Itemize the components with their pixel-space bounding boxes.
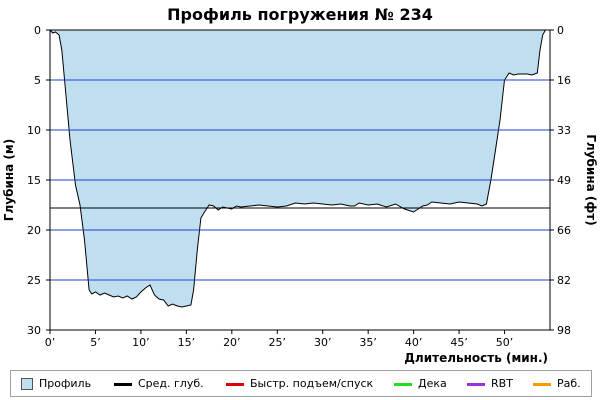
grid-lines — [50, 79, 550, 281]
y-right-tick-label: 0 — [557, 24, 564, 37]
y-left-tick-label: 0 — [34, 24, 41, 37]
x-tick-label: 5’ — [90, 336, 101, 349]
x-tick-labels: 0’ 5’ 10’ 15’ 20’ 25’ 30’ 35’ 40’ 45’ 50’ — [45, 330, 514, 349]
x-tick-label: 0’ — [45, 336, 56, 349]
legend-item-rbt: RBT — [467, 377, 513, 391]
legend-swatch — [226, 382, 244, 386]
x-tick-label: 10’ — [132, 336, 150, 349]
x-tick-label: 45’ — [450, 336, 468, 349]
legend-label: Дека — [418, 377, 447, 390]
legend-item-profile: Профиль — [21, 377, 91, 391]
y-left-tick-label: 20 — [27, 224, 41, 237]
legend: Профиль Сред. глуб. Быстр. подъем/спуск … — [10, 370, 592, 397]
y-right-tick-label: 16 — [557, 74, 571, 87]
y-left-tick-label: 15 — [27, 174, 41, 187]
x-axis-title: Длительность (мин.) — [404, 351, 548, 365]
profile-area-layer — [49, 29, 546, 308]
legend-label: RBT — [491, 377, 513, 390]
legend-swatch — [394, 382, 412, 386]
profile-area — [50, 30, 546, 307]
legend-label: Быстр. подъем/спуск — [250, 377, 374, 390]
legend-label: Сред. глуб. — [138, 377, 204, 390]
y-right-tick-label: 49 — [557, 174, 571, 187]
y-left-tick-label: 10 — [27, 124, 41, 137]
y-left-tick-labels: 0 5 10 15 20 25 30 — [27, 24, 50, 337]
legend-label: Раб. — [557, 377, 581, 390]
legend-swatch — [114, 382, 132, 386]
chart-title: Профиль погружения № 234 — [167, 5, 433, 24]
legend-item-work: Раб. — [533, 377, 581, 391]
y-right-tick-label: 66 — [557, 224, 571, 237]
y-axis-right-title: Глубина (фт) — [584, 134, 598, 225]
y-axis-left-title: Глубина (м) — [2, 139, 16, 221]
legend-item-deco: Дека — [394, 377, 447, 391]
y-right-tick-label: 98 — [557, 324, 571, 337]
y-right-tick-label: 33 — [557, 124, 571, 137]
legend-label: Профиль — [39, 377, 92, 390]
y-left-tick-label: 30 — [27, 324, 41, 337]
legend-swatch — [21, 378, 33, 390]
y-right-tick-labels: 0 16 33 49 66 82 98 — [550, 24, 571, 337]
legend-swatch — [467, 382, 485, 386]
x-tick-label: 15’ — [178, 336, 196, 349]
x-tick-label: 25’ — [269, 336, 287, 349]
y-left-tick-label: 5 — [34, 74, 41, 87]
x-tick-label: 35’ — [359, 336, 377, 349]
legend-item-fast-ascent: Быстр. подъем/спуск — [226, 377, 373, 391]
x-tick-label: 20’ — [223, 336, 241, 349]
legend-swatch — [533, 382, 551, 386]
profile-line — [49, 29, 546, 308]
x-tick-label: 50’ — [496, 336, 514, 349]
y-left-tick-label: 25 — [27, 274, 41, 287]
y-right-tick-label: 82 — [557, 274, 571, 287]
x-tick-label: 30’ — [314, 336, 332, 349]
x-tick-label: 40’ — [405, 336, 423, 349]
legend-item-avg-depth: Сред. глуб. — [114, 377, 204, 391]
